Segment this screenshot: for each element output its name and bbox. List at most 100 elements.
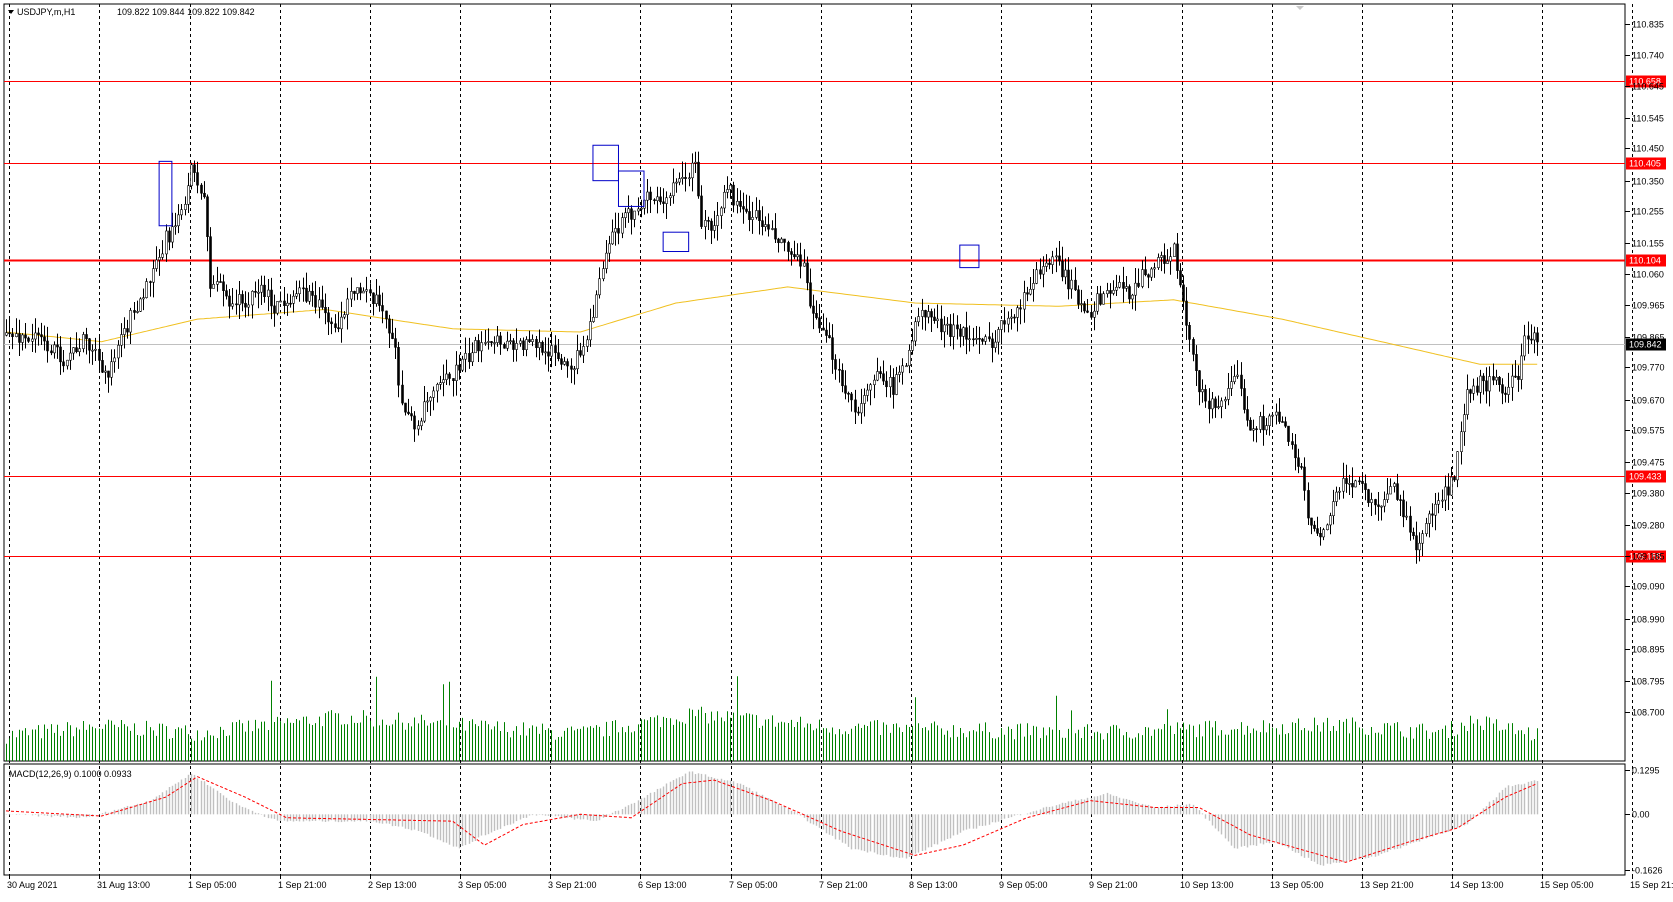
candle-body [861, 403, 863, 412]
candle-body [606, 253, 608, 268]
candle-body [1486, 381, 1488, 391]
candle-body [47, 341, 49, 351]
candle-body [931, 311, 933, 317]
candle-body [252, 291, 254, 305]
candle-body [220, 282, 222, 283]
candle-body [657, 197, 659, 201]
candle-body [689, 178, 691, 179]
candle-body [960, 329, 962, 336]
candle-body [35, 333, 37, 339]
candle-body [784, 239, 786, 242]
candle-body [877, 372, 879, 381]
candle-body [41, 335, 43, 337]
candle-body [631, 209, 633, 220]
candle-body [1304, 467, 1306, 490]
candle-body [1457, 452, 1459, 480]
candle-body [1062, 261, 1064, 277]
candle-body [708, 220, 710, 221]
candle-body [102, 360, 104, 372]
candle-body [634, 211, 636, 219]
candle-body [1397, 484, 1399, 500]
candle-body [1502, 385, 1504, 393]
candle-body [351, 291, 353, 299]
candle-body [1400, 500, 1402, 501]
time-tick-label: 10 Sep 13:00 [1180, 880, 1234, 890]
candle-body [1343, 478, 1345, 491]
candle-body [1285, 422, 1287, 426]
candle-body [1186, 301, 1188, 325]
candle-body [685, 177, 687, 178]
candle-body [306, 288, 308, 301]
price-tick-label: 109.865 [1632, 333, 1665, 343]
candle-body [1384, 500, 1386, 506]
candle-body [1017, 308, 1019, 318]
candle-body [156, 260, 158, 269]
time-tick-label: 31 Aug 13:00 [97, 880, 150, 890]
candle-body [1508, 387, 1510, 394]
time-tick-label: 3 Sep 21:00 [548, 880, 597, 890]
candle-body [1097, 294, 1099, 311]
candle-body [472, 353, 474, 362]
candle-body [370, 290, 372, 293]
candle-body [478, 340, 480, 350]
candle-body [1390, 487, 1392, 494]
candle-body [1119, 282, 1121, 287]
macd-header: MACD(12,26,9) 0.1000 0.0933 [9, 769, 132, 779]
candle-body [268, 290, 270, 297]
candle-body [264, 285, 266, 296]
time-tick-label: 30 Aug 2021 [7, 880, 58, 890]
candle-body [150, 282, 152, 283]
candle-body [79, 349, 81, 352]
candle-body [670, 196, 672, 198]
candle-body [172, 227, 174, 242]
time-tick-label: 13 Sep 05:00 [1270, 880, 1324, 890]
candle-body [1311, 518, 1313, 525]
candle-body [1359, 481, 1361, 482]
candle-body [465, 353, 467, 359]
candle-body [641, 208, 643, 209]
candle-body [555, 346, 557, 353]
candle-body [781, 239, 783, 243]
candle-body [1189, 325, 1191, 339]
candle-body [277, 301, 279, 313]
candle-body [1215, 399, 1217, 408]
price-tick-label: 110.255 [1632, 207, 1664, 217]
candle-body [1049, 263, 1051, 265]
candle-body [411, 414, 413, 416]
candle-body [328, 313, 330, 322]
time-tick-label: 7 Sep 05:00 [729, 880, 778, 890]
candle-body [947, 324, 949, 325]
candle-body [197, 173, 199, 186]
candle-body [832, 338, 834, 360]
candle-body [1288, 426, 1290, 441]
candle-body [564, 362, 566, 365]
candle-body [1295, 445, 1297, 458]
candle-body [1314, 525, 1316, 528]
candle-body [424, 402, 426, 421]
candle-body [985, 337, 987, 342]
candle-body [315, 295, 317, 307]
candle-body [204, 193, 206, 197]
price-tick-label: 110.350 [1632, 177, 1664, 187]
candle-body [99, 349, 101, 360]
candle-body [1333, 502, 1335, 516]
candle-body [580, 351, 582, 356]
candle-body [137, 311, 139, 312]
time-tick-label: 1 Sep 05:00 [188, 880, 237, 890]
candle-body [261, 285, 263, 292]
candle-body [539, 342, 541, 347]
candle-body [1416, 536, 1418, 550]
candle-body [545, 352, 547, 353]
candle-body [1123, 282, 1125, 288]
candle-body [1394, 484, 1396, 487]
candle-body [666, 198, 668, 204]
candle-body [51, 351, 53, 353]
candle-body [111, 362, 113, 378]
candle-body [347, 299, 349, 315]
candle-body [70, 353, 72, 360]
candle-body [1209, 401, 1211, 409]
candle-body [1132, 295, 1134, 299]
candle-body [389, 319, 391, 333]
